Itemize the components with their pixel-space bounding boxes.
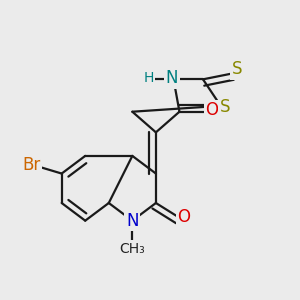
- Text: Br: Br: [22, 156, 40, 174]
- Text: H: H: [143, 71, 154, 85]
- Text: N: N: [166, 69, 178, 87]
- Text: S: S: [232, 60, 242, 78]
- Text: CH₃: CH₃: [119, 242, 145, 256]
- Text: O: O: [177, 208, 190, 226]
- Text: N: N: [126, 212, 139, 230]
- Text: S: S: [220, 98, 230, 116]
- Text: O: O: [205, 101, 218, 119]
